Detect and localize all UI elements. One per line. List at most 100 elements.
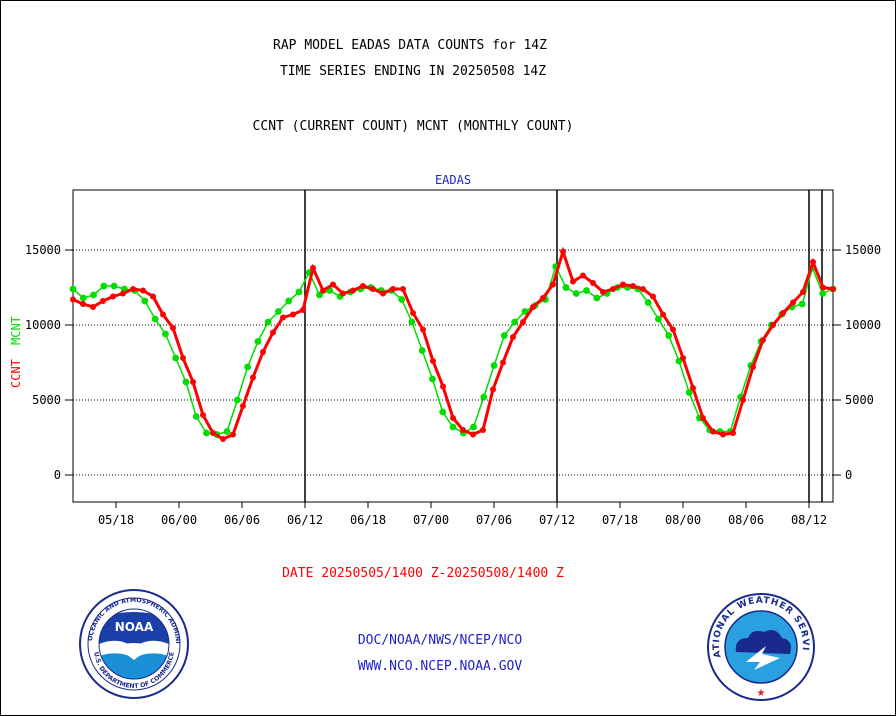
- data-point-ccnt: [680, 355, 686, 361]
- data-point-ccnt: [470, 431, 476, 438]
- y-axis-label-mcnt: MCNT: [9, 316, 23, 345]
- data-point-ccnt: [440, 383, 446, 390]
- data-point-ccnt: [220, 436, 226, 442]
- data-point-mcnt: [254, 338, 262, 345]
- series-line-mcnt: [72, 264, 834, 436]
- y-tick-label-left: 0: [54, 468, 61, 482]
- nws-star-icon: ★: [757, 688, 766, 699]
- data-point-mcnt: [429, 375, 436, 383]
- data-point-ccnt: [160, 311, 166, 318]
- data-point-ccnt: [460, 427, 466, 433]
- data-point-mcnt: [521, 308, 529, 315]
- data-point-mcnt: [316, 291, 323, 299]
- data-point-mcnt: [655, 315, 662, 323]
- data-point-mcnt: [562, 284, 570, 291]
- data-point-ccnt: [630, 283, 636, 289]
- data-point-ccnt: [670, 326, 676, 333]
- data-point-mcnt: [223, 428, 231, 435]
- data-point-ccnt: [170, 325, 176, 331]
- x-tick-label: 07/12: [539, 513, 575, 527]
- plot-area: [72, 189, 834, 503]
- data-point-mcnt: [685, 389, 693, 396]
- data-point-ccnt: [510, 334, 516, 340]
- data-point-ccnt: [320, 287, 326, 294]
- data-point-ccnt: [660, 311, 666, 318]
- data-point-ccnt: [100, 298, 106, 304]
- data-point-ccnt: [410, 310, 416, 316]
- data-point-ccnt: [280, 314, 286, 321]
- data-point-mcnt: [264, 318, 272, 326]
- data-point-ccnt: [490, 386, 496, 393]
- data-point-ccnt: [430, 358, 436, 364]
- data-point-ccnt: [790, 299, 796, 306]
- data-point-ccnt: [830, 286, 836, 292]
- data-point-ccnt: [740, 397, 746, 403]
- data-point-ccnt: [770, 322, 776, 328]
- chart-series-description: CCNT (CURRENT COUNT) MCNT (MONTHLY COUNT…: [252, 119, 574, 134]
- data-point-ccnt: [820, 284, 826, 291]
- x-tick-label: 07/06: [476, 513, 512, 527]
- data-point-ccnt: [450, 415, 456, 421]
- data-point-mcnt: [151, 315, 159, 323]
- data-point-mcnt: [798, 300, 806, 308]
- data-point-ccnt: [310, 265, 316, 271]
- website-link[interactable]: WWW.NCO.NCEP.NOAA.GOV: [357, 659, 523, 674]
- x-tick-label: 06/18: [350, 513, 386, 527]
- y-tick-label-left: 10000: [25, 318, 61, 332]
- data-point-mcnt: [439, 408, 447, 416]
- data-point-mcnt: [449, 423, 457, 431]
- data-point-ccnt: [80, 301, 86, 307]
- data-point-mcnt: [233, 396, 241, 404]
- x-tick-label: 07/00: [413, 513, 449, 527]
- data-point-mcnt: [470, 423, 477, 431]
- data-point-ccnt: [290, 311, 296, 318]
- data-point-ccnt: [530, 304, 536, 310]
- x-tick-label: 08/00: [665, 513, 701, 527]
- x-tick-label: 07/18: [602, 513, 638, 527]
- data-point-ccnt: [690, 385, 696, 391]
- data-point-mcnt: [665, 332, 673, 339]
- data-point-ccnt: [250, 374, 256, 381]
- data-point-ccnt: [70, 296, 76, 303]
- data-point-mcnt: [480, 393, 488, 401]
- data-point-ccnt: [570, 278, 576, 285]
- data-point-ccnt: [800, 289, 806, 295]
- y-tick-label-right: 0: [845, 468, 852, 482]
- data-point-mcnt: [172, 354, 180, 362]
- y-tick-label-right: 10000: [845, 318, 881, 332]
- data-point-ccnt: [230, 431, 236, 438]
- data-point-mcnt: [182, 378, 190, 386]
- data-point-mcnt: [192, 413, 200, 420]
- data-point-ccnt: [580, 272, 586, 279]
- data-point-mcnt: [244, 363, 251, 371]
- data-point-ccnt: [260, 349, 266, 355]
- data-point-ccnt: [550, 281, 556, 288]
- data-point-mcnt: [90, 291, 97, 299]
- data-point-ccnt: [480, 427, 486, 433]
- data-point-mcnt: [418, 347, 426, 354]
- data-point-mcnt: [500, 332, 508, 339]
- data-point-mcnt: [162, 330, 169, 338]
- data-point-ccnt: [560, 248, 566, 255]
- data-point-mcnt: [490, 362, 498, 369]
- org-path-link[interactable]: DOC/NOAA/NWS/NCEP/NCO: [357, 633, 523, 648]
- nws-logo: NATIONAL WEATHER SERVICE ★: [706, 592, 815, 701]
- data-point-mcnt: [819, 290, 827, 297]
- data-point-ccnt: [340, 290, 346, 297]
- data-point-ccnt: [150, 293, 156, 300]
- data-point-ccnt: [240, 403, 246, 409]
- chart-title: RAP MODEL EADAS DATA COUNTS for 14Z: [273, 38, 547, 53]
- x-tick-label: 06/12: [287, 513, 323, 527]
- y-tick-label-right: 5000: [845, 393, 874, 407]
- data-point-ccnt: [650, 293, 656, 300]
- data-point-ccnt: [720, 431, 726, 438]
- data-point-mcnt: [110, 282, 118, 290]
- data-point-mcnt: [511, 318, 519, 326]
- data-point-mcnt: [408, 318, 416, 326]
- data-point-ccnt: [610, 286, 616, 292]
- data-point-ccnt: [190, 379, 196, 385]
- data-point-ccnt: [270, 329, 276, 336]
- data-point-ccnt: [350, 287, 356, 294]
- y-tick-label-left: 5000: [32, 393, 61, 407]
